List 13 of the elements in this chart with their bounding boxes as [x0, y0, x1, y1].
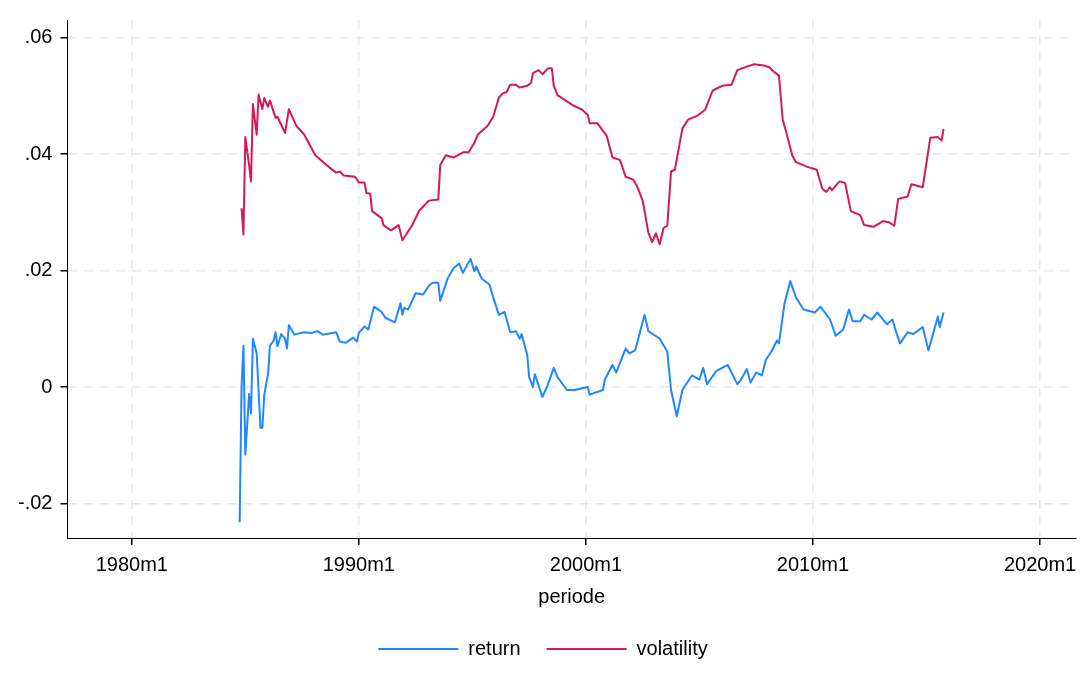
x-tick-label: 2010m1: [776, 552, 850, 575]
legend-label: volatility: [636, 636, 708, 659]
x-tick-label: 1980m1: [95, 552, 168, 575]
y-tick-label: .04: [24, 141, 53, 164]
legend-label: return: [468, 636, 521, 659]
y-tick-label: .02: [24, 258, 53, 281]
y-tick-label: 0: [41, 374, 53, 397]
y-tick-label: -.02: [17, 491, 53, 514]
y-tick-label: .06: [24, 25, 53, 47]
x-tick-label: 2020m1: [1003, 552, 1077, 575]
x-tick-label: 2000m1: [549, 552, 623, 575]
x-axis-title: periode: [538, 584, 606, 607]
x-tick-label: 1990m1: [322, 552, 395, 575]
